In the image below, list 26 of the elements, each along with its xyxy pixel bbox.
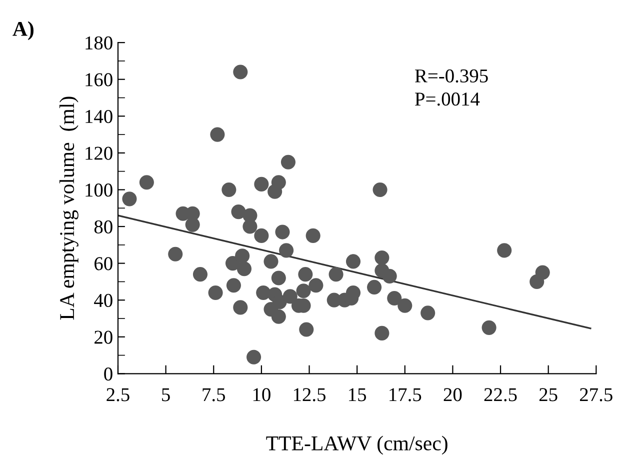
x-tick-label: 10 bbox=[253, 388, 270, 402]
x-tick-label: 17.5 bbox=[390, 388, 422, 402]
y-tick-label: 100 bbox=[86, 184, 112, 197]
y-tick-label: 20 bbox=[94, 330, 112, 344]
annotation: R=-0.395 bbox=[415, 69, 488, 83]
x-tick-label: 7.5 bbox=[202, 388, 226, 402]
x-tick-label: 25 bbox=[539, 388, 558, 402]
x-tick-label: 15 bbox=[349, 388, 366, 402]
y-tick-label: 80 bbox=[94, 220, 112, 234]
chart-title: A) bbox=[12, 21, 34, 40]
y-tick-label: 180 bbox=[86, 36, 112, 50]
x-tick-label: 27.5 bbox=[580, 388, 612, 402]
x-tick-label: 12.5 bbox=[294, 388, 326, 402]
x-axis-title: TTE-LAWV (cm/sec) bbox=[266, 436, 448, 455]
y-tick-label: 40 bbox=[94, 294, 112, 308]
y-tick-label: 120 bbox=[86, 146, 112, 160]
y-tick-label: 0 bbox=[104, 367, 112, 381]
x-tick-label: 20 bbox=[444, 388, 462, 402]
y-tick-label: 60 bbox=[94, 257, 112, 270]
x-tick-label: 22.5 bbox=[484, 388, 517, 402]
y-axis-title: LA emptying volume (ml) bbox=[59, 96, 78, 320]
y-tick-label: 140 bbox=[86, 110, 112, 124]
x-tick-label: 2.5 bbox=[106, 388, 130, 402]
y-tick-label: 160 bbox=[86, 73, 112, 86]
x-tick-label: 5 bbox=[162, 388, 170, 402]
annotation: P=.0014 bbox=[415, 92, 480, 106]
